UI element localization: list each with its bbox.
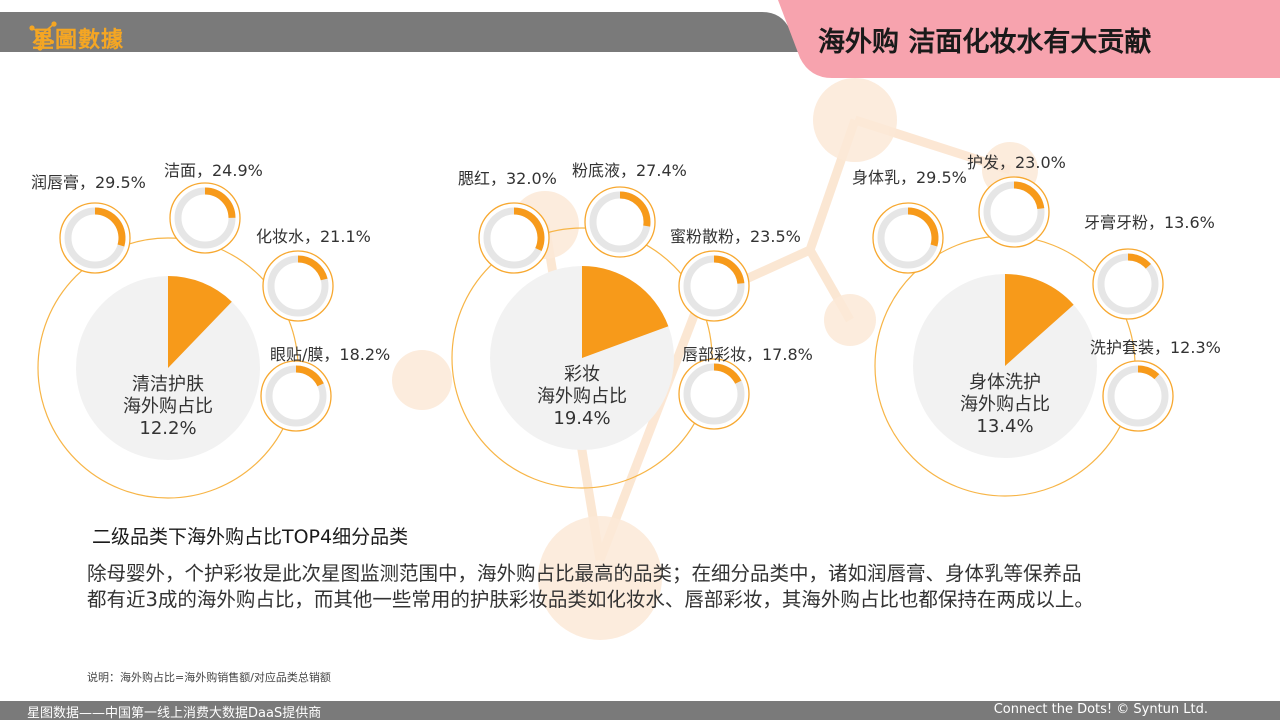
donut-2-1: 腮红，32.0% [458, 169, 557, 274]
subcategory-label: 蜜粉散粉，23.5% [670, 227, 801, 246]
page-title: 海外购 洁面化妆水有大贡献 [818, 27, 1152, 58]
center-label-line-3: 19.4% [553, 408, 610, 429]
donut-arc [513, 207, 545, 251]
center-label-line-1: 彩妆 [564, 364, 600, 385]
subcategory-label: 身体乳，29.5% [852, 168, 967, 187]
donut-arc [713, 363, 742, 384]
subcategory-label: 粉底液，27.4% [572, 161, 687, 180]
subcategory-label: 化妆水，21.1% [256, 227, 371, 246]
header-bar: 星圖數據 海外购 洁面化妆水有大贡献 [0, 0, 1280, 78]
donut-3-3: 牙膏牙粉，13.6% [1084, 213, 1215, 320]
pie-slice-3 [1005, 274, 1074, 366]
body-line-1: 除母婴外，个护彩妆是此次星图监测范围中，海外购占比最高的品类；在细分品类中，诸如… [87, 562, 1082, 585]
center-label-line-1: 身体洗护 [969, 372, 1041, 393]
donut-3-1: 身体乳，29.5% [852, 168, 967, 274]
footer-bar: 星图数据——中国第一线上消费大数据DaaS提供商 Connect the Dot… [0, 701, 1280, 721]
subcategory-label: 眼贴/膜，18.2% [270, 345, 390, 364]
donut-arc [619, 191, 651, 227]
subcategory-label: 洁面，24.9% [164, 161, 263, 180]
subcategory-label: 腮红，32.0% [458, 169, 557, 188]
subcategory-label: 唇部彩妆，17.8% [682, 345, 813, 364]
donut-2-3: 蜜粉散粉，23.5% [670, 227, 801, 322]
donut-1-2: 洁面，24.9% [164, 161, 263, 254]
center-label-line-3: 13.4% [976, 416, 1033, 437]
donut-arc [94, 207, 126, 247]
donut-arc [1127, 253, 1151, 269]
logo-text: 星圖數據 [32, 28, 125, 53]
center-label-line-2: 海外购占比 [123, 396, 213, 417]
donut-arc [713, 255, 745, 285]
footer-copyright: Connect the Dots! © Syntun Ltd. [993, 702, 1208, 717]
subcategory-label: 牙膏牙粉，13.6% [1084, 213, 1215, 232]
charts-area: 清洁护肤海外购占比12.2%润唇膏，29.5%洁面，24.9%化妆水，21.1%… [31, 153, 1221, 499]
center-label-line-2: 海外购占比 [960, 394, 1050, 415]
body-paragraph: 除母婴外，个护彩妆是此次星图监测范围中，海外购占比最高的品类；在细分品类中，诸如… [87, 561, 1197, 613]
pie-slice-2 [582, 266, 669, 358]
donut-arc [1137, 365, 1160, 380]
donut-1-4: 眼贴/膜，18.2% [260, 345, 390, 432]
subcategory-label: 洗护套装，12.3% [1090, 338, 1221, 357]
footnote: 说明：海外购占比=海外购销售额/对应品类总销额 [87, 671, 331, 684]
header-shape [0, 0, 1280, 78]
donut-3-2: 护发，23.0% [967, 153, 1066, 248]
donut-2-4: 唇部彩妆，17.8% [678, 345, 813, 430]
logo: 星圖數據 [26, 18, 124, 58]
center-label-line-2: 海外购占比 [537, 386, 627, 407]
subcategory-label: 护发，23.0% [967, 153, 1066, 172]
donut-3-4: 洗护套装，12.3% [1090, 338, 1221, 432]
donut-1-1: 润唇膏，29.5% [31, 173, 146, 274]
donut-arc [295, 365, 324, 387]
donut-arc [297, 255, 328, 281]
outer-ring-decoration [451, 227, 713, 489]
footer-tagline: 星图数据——中国第一线上消费大数据DaaS提供商 [27, 706, 322, 721]
center-label-line-3: 12.2% [139, 418, 196, 439]
donut-1-3: 化妆水，21.1% [256, 227, 371, 322]
donut-arc [1013, 181, 1045, 210]
center-label-line-1: 清洁护肤 [132, 374, 204, 395]
subcategory-label: 润唇膏，29.5% [31, 173, 146, 192]
donut-2-2: 粉底液，27.4% [572, 161, 687, 258]
donut-arc [907, 207, 939, 247]
constellation-logo-icon [29, 21, 57, 51]
body-line-2: 都有近3成的海外购占比，而其他一些常用的护肤彩妆品类如化妆水、唇部彩妆，其海外购… [87, 588, 1094, 611]
chart-subtitle: 二级品类下海外购占比TOP4细分品类 [92, 526, 409, 548]
pie-slice-1 [168, 276, 232, 368]
donut-arc [204, 187, 236, 219]
